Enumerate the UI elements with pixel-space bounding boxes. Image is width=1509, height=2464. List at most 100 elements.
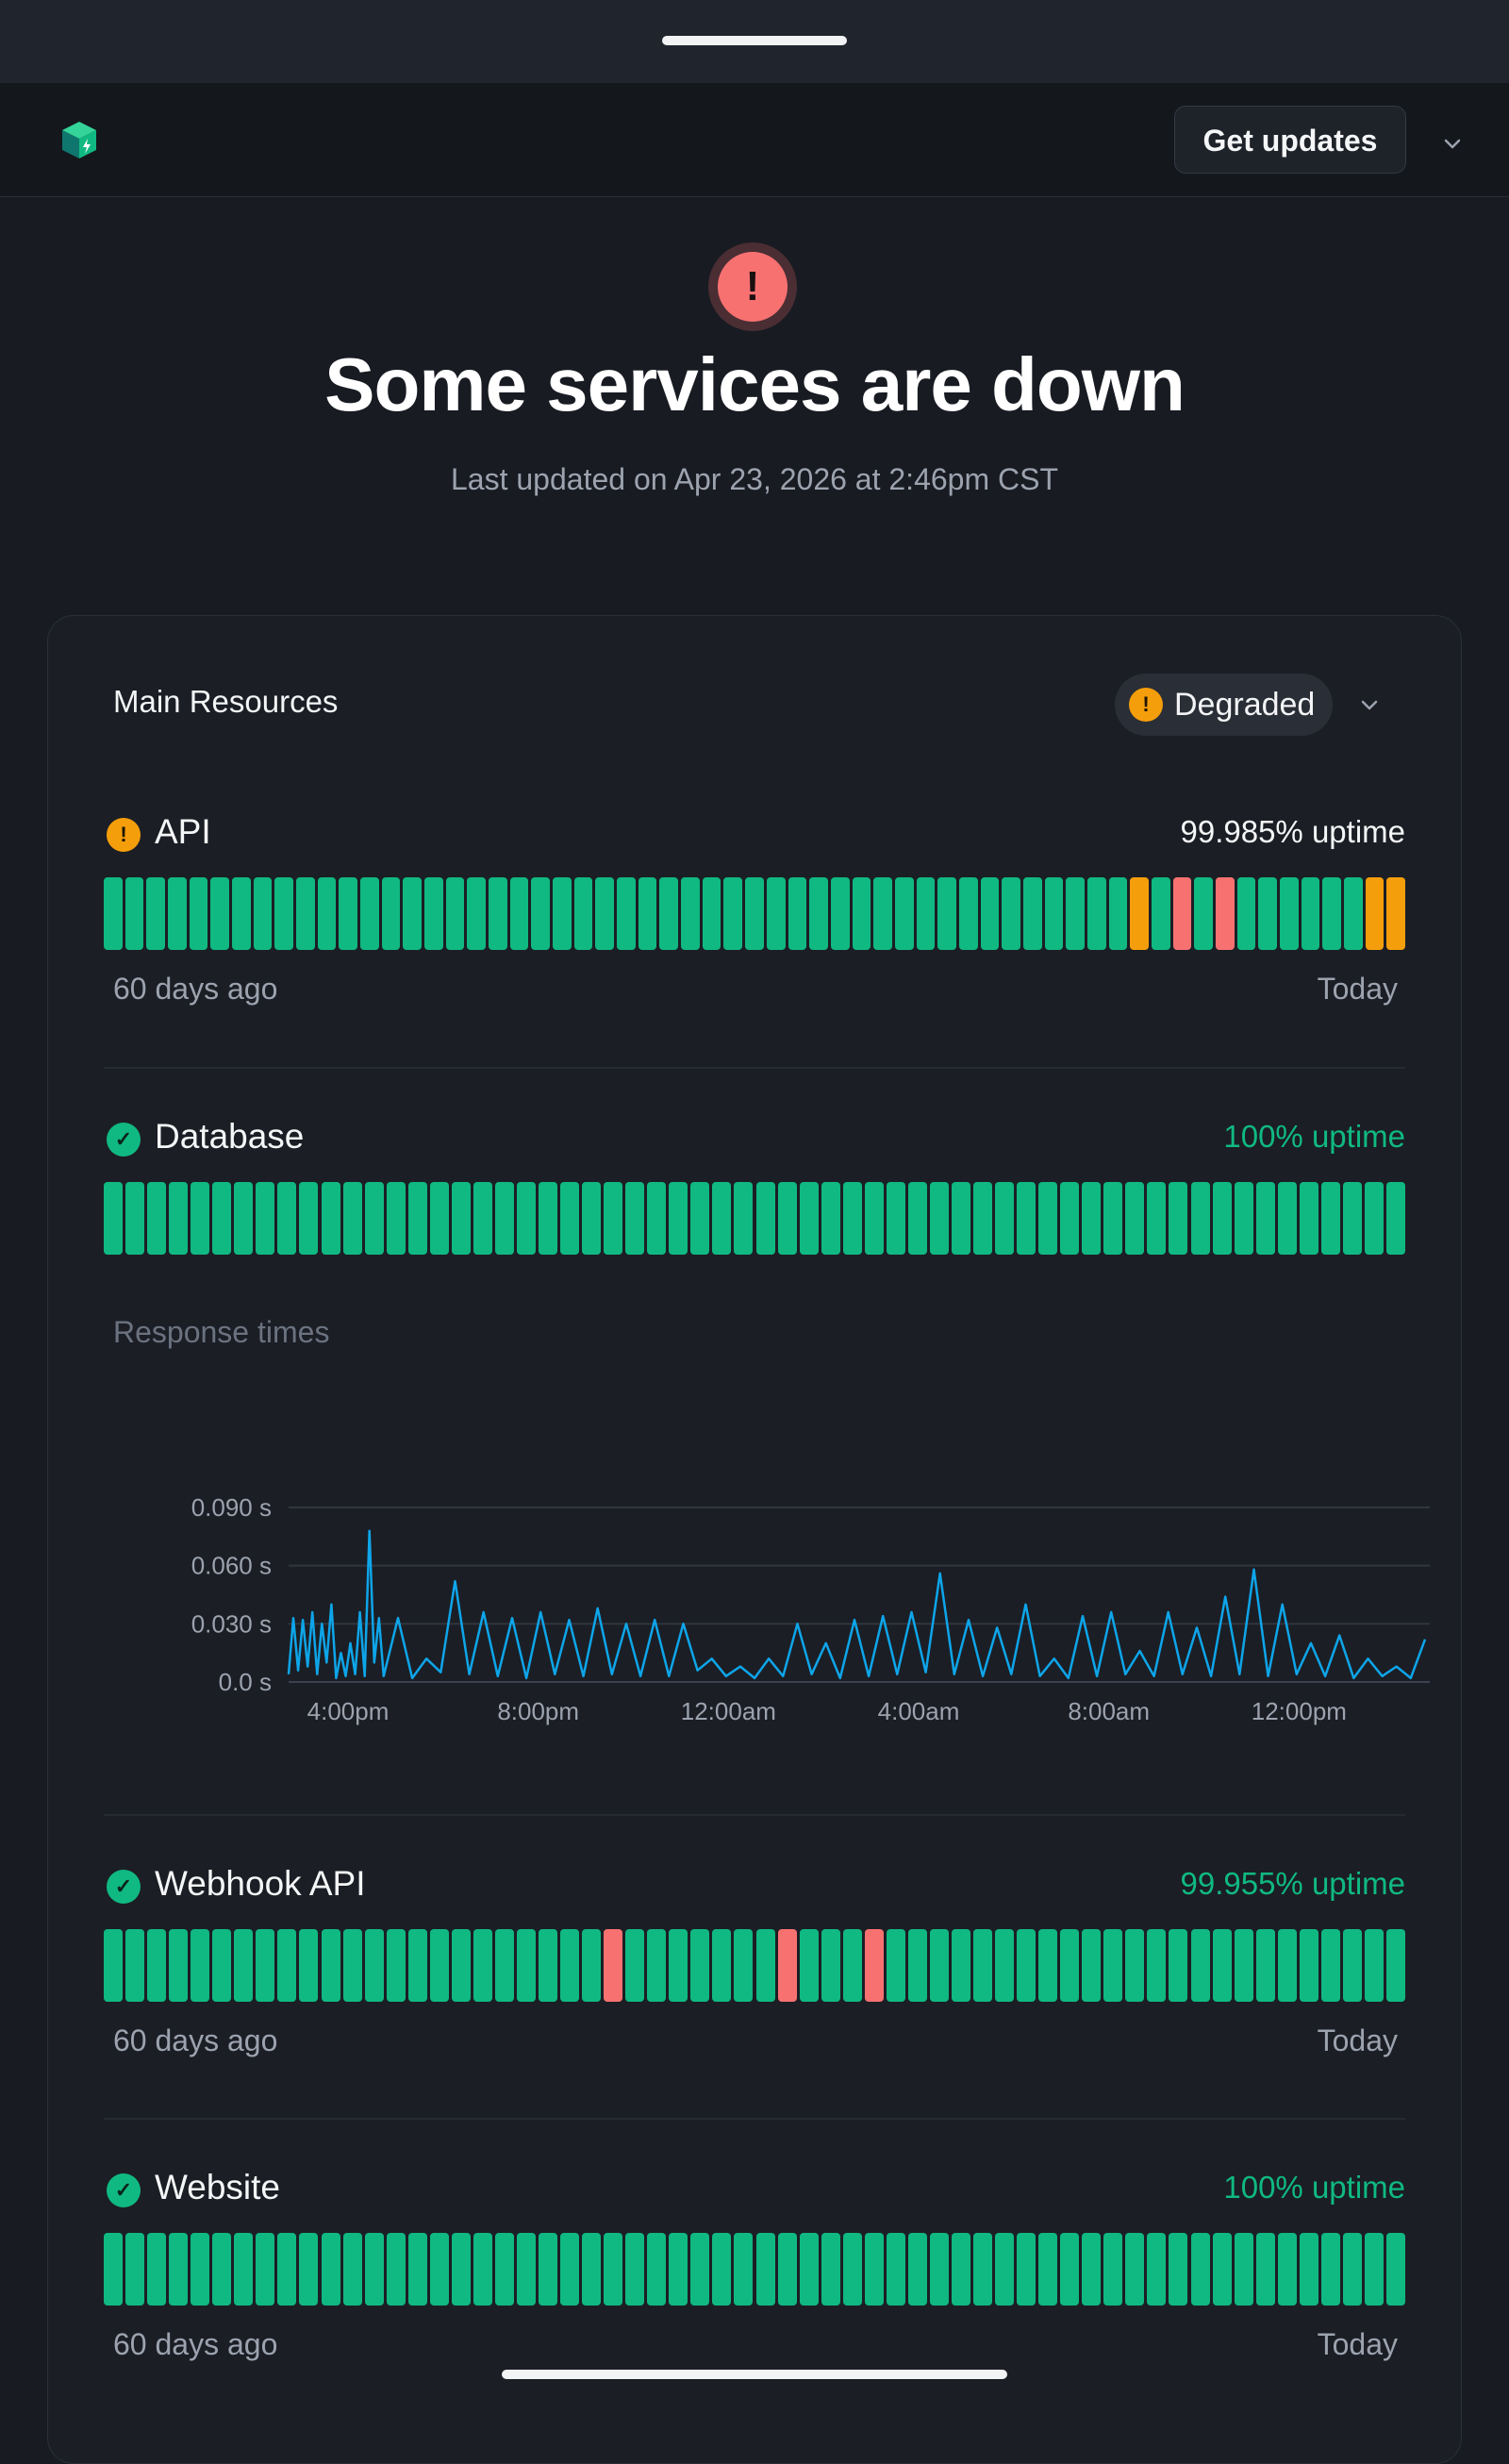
uptime-day-bar[interactable] [604,1182,623,1255]
uptime-day-bar[interactable] [386,2233,406,2306]
uptime-day-bar[interactable] [317,877,337,950]
uptime-day-bar[interactable] [1277,1929,1297,2002]
uptime-day-bar[interactable] [1190,2233,1210,2306]
uptime-day-bar[interactable] [1215,877,1235,950]
uptime-day-bar[interactable] [929,2233,949,2306]
uptime-day-bar[interactable] [929,1929,949,2002]
uptime-day-bar[interactable] [321,2233,340,2306]
uptime-day-bar[interactable] [1365,877,1385,950]
uptime-day-bar[interactable] [821,1182,840,1255]
uptime-day-bar[interactable] [1299,1929,1318,2002]
uptime-day-bar[interactable] [360,877,379,950]
uptime-day-bar[interactable] [191,2233,210,2306]
uptime-day-bar[interactable] [1017,1182,1036,1255]
uptime-day-bar[interactable] [573,877,593,950]
uptime-day-bar[interactable] [234,1182,254,1255]
uptime-day-bar[interactable] [364,1929,384,2002]
uptime-day-bar[interactable] [299,1182,319,1255]
uptime-day-bar[interactable] [1190,1929,1210,2002]
uptime-day-bar[interactable] [1234,1182,1253,1255]
uptime-day-bar[interactable] [690,1929,710,2002]
uptime-day-bar[interactable] [842,1182,862,1255]
uptime-day-bar[interactable] [516,1929,536,2002]
uptime-day-bar[interactable] [1017,1929,1036,2002]
uptime-day-bar[interactable] [669,1929,688,2002]
uptime-day-bar[interactable] [864,1929,884,2002]
uptime-day-bar[interactable] [1343,877,1363,950]
uptime-day-bar[interactable] [1125,1182,1145,1255]
uptime-day-bar[interactable] [1082,1182,1102,1255]
uptime-day-bar[interactable] [146,877,166,950]
uptime-day-bar[interactable] [473,1929,492,2002]
uptime-day-bar[interactable] [104,1929,124,2002]
uptime-day-bar[interactable] [147,1929,167,2002]
uptime-day-bar[interactable] [147,1182,167,1255]
uptime-day-bar[interactable] [777,1929,797,2002]
uptime-day-bar[interactable] [386,1182,406,1255]
uptime-day-bar[interactable] [169,1182,189,1255]
uptime-day-bar[interactable] [821,2233,840,2306]
uptime-day-bar[interactable] [1277,2233,1297,2306]
uptime-day-bar[interactable] [799,2233,819,2306]
uptime-day-bar[interactable] [1212,1929,1232,2002]
uptime-day-bar[interactable] [407,2233,427,2306]
sheet-grabber[interactable] [662,36,847,45]
uptime-day-bar[interactable] [1255,1182,1275,1255]
uptime-day-bar[interactable] [958,877,978,950]
uptime-day-bar[interactable] [886,1182,905,1255]
uptime-day-bar[interactable] [147,2233,167,2306]
uptime-day-bar[interactable] [407,1929,427,2002]
uptime-day-bar[interactable] [424,877,443,950]
uptime-day-bar[interactable] [755,1182,775,1255]
uptime-day-bar[interactable] [467,877,487,950]
uptime-day-bar[interactable] [169,1929,189,2002]
uptime-day-bar[interactable] [681,877,700,950]
uptime-day-bar[interactable] [582,1182,602,1255]
uptime-day-bar[interactable] [777,1182,797,1255]
uptime-day-bar[interactable] [489,877,507,950]
uptime-day-bar[interactable] [1364,1929,1384,2002]
uptime-day-bar[interactable] [321,1182,340,1255]
uptime-day-bar[interactable] [1066,877,1085,950]
uptime-day-bar[interactable] [1212,2233,1232,2306]
uptime-day-bar[interactable] [702,877,721,950]
uptime-day-bar[interactable] [625,1929,645,2002]
uptime-day-bar[interactable] [1322,877,1341,950]
uptime-day-bar[interactable] [712,1182,732,1255]
uptime-day-bar[interactable] [1125,1929,1145,2002]
uptime-day-bar[interactable] [1082,2233,1102,2306]
get-updates-button[interactable]: Get updates [1174,106,1406,174]
uptime-day-bar[interactable] [734,1929,754,2002]
uptime-day-bar[interactable] [560,1929,580,2002]
uptime-day-bar[interactable] [539,1929,558,2002]
uptime-day-bar[interactable] [1342,2233,1362,2306]
uptime-day-bar[interactable] [873,877,892,950]
uptime-day-bar[interactable] [799,1929,819,2002]
uptime-day-bar[interactable] [494,1929,514,2002]
uptime-day-bar[interactable] [299,1929,319,2002]
uptime-day-bar[interactable] [516,1182,536,1255]
uptime-day-bar[interactable] [553,877,572,950]
uptime-day-bar[interactable] [951,1929,970,2002]
uptime-day-bar[interactable] [445,877,465,950]
uptime-day-bar[interactable] [516,2233,536,2306]
uptime-day-bar[interactable] [712,1929,732,2002]
uptime-day-bar[interactable] [274,877,294,950]
uptime-day-bar[interactable] [809,877,828,950]
uptime-day-bar[interactable] [1147,1929,1167,2002]
uptime-day-bar[interactable] [625,1182,645,1255]
uptime-day-bar[interactable] [473,1182,492,1255]
uptime-day-bar[interactable] [995,1182,1015,1255]
uptime-day-bar[interactable] [429,1182,449,1255]
uptime-day-bar[interactable] [907,1182,927,1255]
uptime-day-bar[interactable] [1299,1182,1318,1255]
uptime-day-bar[interactable] [1082,1929,1102,2002]
uptime-day-bar[interactable] [1255,2233,1275,2306]
chevron-down-icon[interactable] [1354,690,1385,720]
uptime-day-bar[interactable] [1147,1182,1167,1255]
uptime-day-bar[interactable] [659,877,679,950]
uptime-day-bar[interactable] [1169,1929,1188,2002]
uptime-day-bar[interactable] [995,1929,1015,2002]
uptime-day-bar[interactable] [1385,1182,1405,1255]
uptime-day-bar[interactable] [364,2233,384,2306]
